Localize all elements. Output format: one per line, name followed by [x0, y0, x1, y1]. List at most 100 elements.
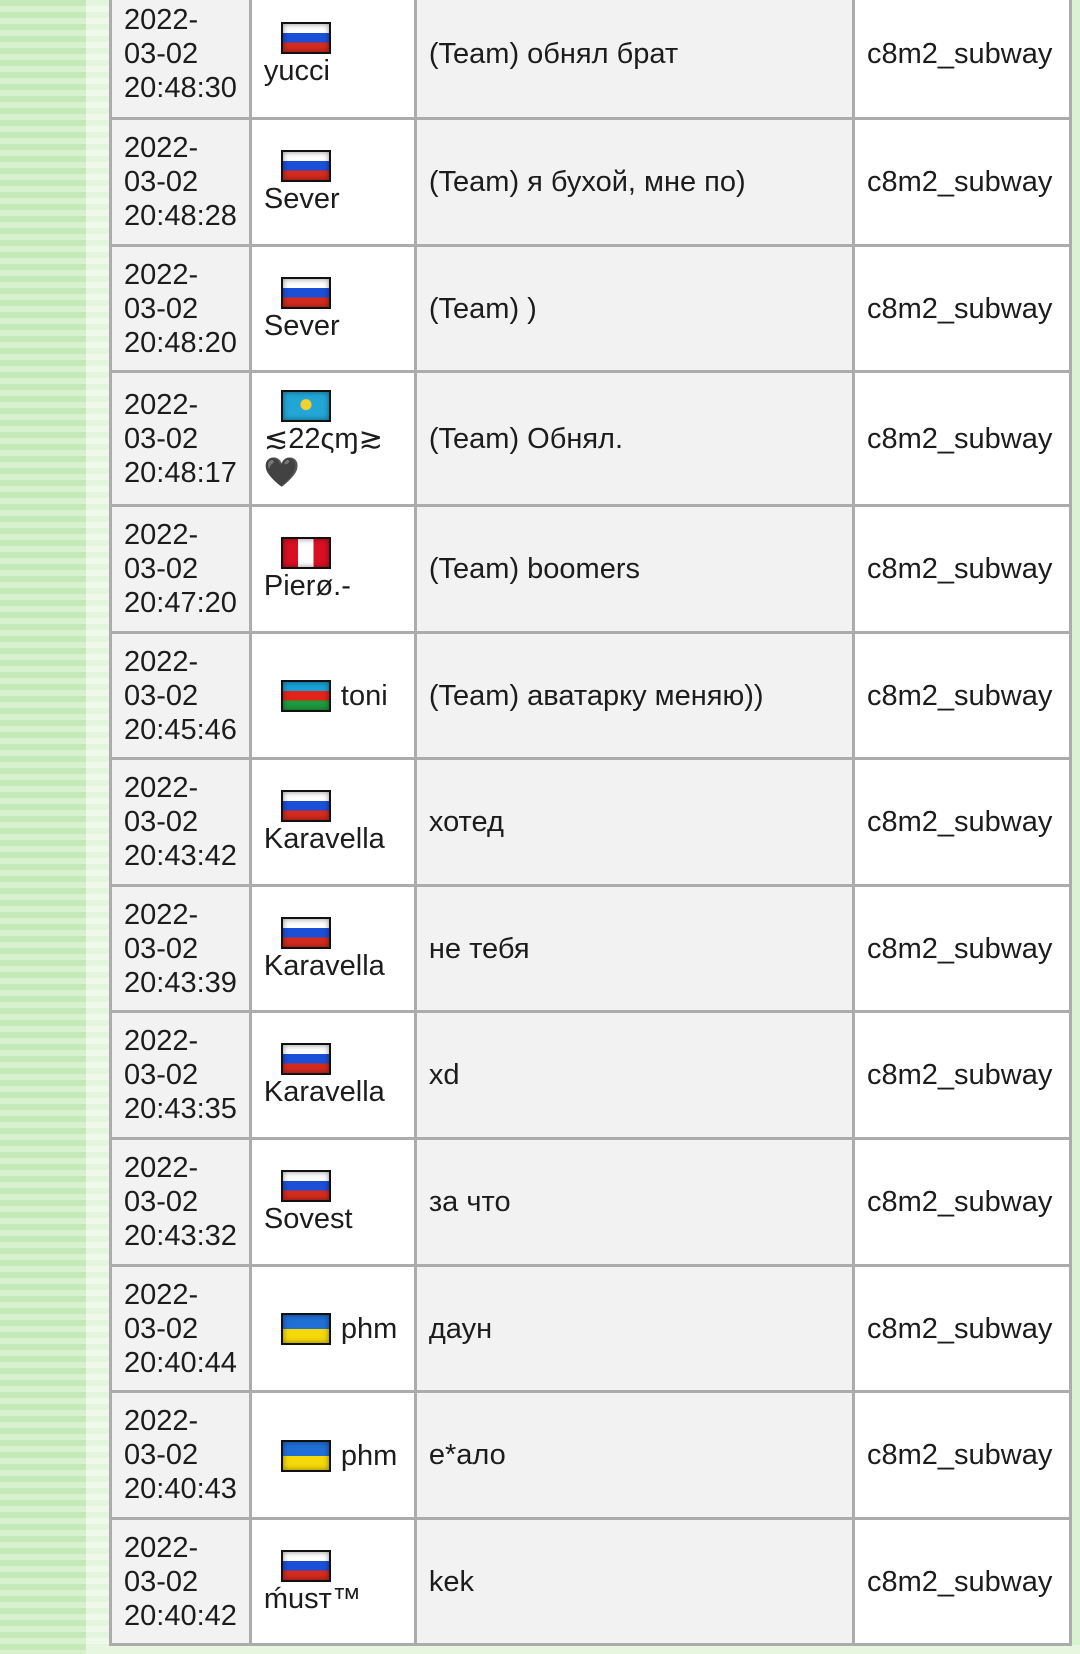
date: 2022-	[124, 1278, 199, 1311]
time: 20:48:20	[124, 326, 237, 359]
message-cell: даун	[413, 1264, 856, 1393]
table-row: 2022- 03-02 20:48:20 Sever (Team) ) c8m2_subw…	[109, 244, 1072, 373]
message-cell: (Team) я бухой, мне по)	[413, 117, 856, 247]
timestamp-cell: 2022- 03-02 20:40:44	[109, 1264, 252, 1393]
map-cell: c8m2_subway	[852, 504, 1072, 634]
time: 20:48:28	[124, 200, 237, 232]
ru-flag-icon	[280, 276, 331, 309]
timestamp-cell: 2022- 03-02 20:40:42	[109, 1517, 252, 1646]
message-cell: (Team) )	[413, 244, 856, 373]
player-cell: Sovest	[248, 1137, 417, 1267]
player-cell: Pierø.-	[248, 504, 417, 634]
day: 03-02	[124, 679, 199, 712]
table-row: 2022- 03-02 20:45:46 toni (Team) аватарку ме…	[109, 631, 1072, 760]
date: 2022-	[124, 132, 199, 164]
date: 2022-	[124, 645, 199, 678]
message-cell: (Team) boomers	[413, 504, 856, 634]
ru-flag-icon	[280, 22, 331, 55]
timestamp-cell: 2022- 03-02 20:43:42	[109, 757, 252, 887]
time: 20:43:32	[124, 1220, 237, 1252]
ua-flag-icon	[280, 1439, 331, 1472]
timestamp-cell: 2022- 03-02 20:45:46	[109, 631, 252, 760]
time: 20:45:46	[124, 713, 237, 746]
timestamp-cell: 2022- 03-02 20:43:32	[109, 1137, 252, 1267]
table-row: 2022- 03-02 20:48:28 Sever (Team) я бухой, м…	[109, 117, 1072, 247]
date: 2022-	[124, 1025, 199, 1057]
ru-flag-icon	[280, 790, 331, 823]
date: 2022-	[124, 772, 199, 804]
map-cell: c8m2_subway	[852, 1010, 1072, 1140]
day: 03-02	[124, 1186, 199, 1218]
day: 03-02	[124, 806, 199, 838]
page-margin-bottom	[86, 1645, 1080, 1654]
player-cell: phm	[248, 1390, 417, 1520]
ru-flag-icon	[280, 1549, 331, 1582]
player-name[interactable]: phm	[340, 1313, 398, 1346]
message-cell: xd	[413, 1010, 856, 1140]
player-name[interactable]: Karavella	[263, 1076, 385, 1109]
player-name[interactable]: phm	[340, 1439, 398, 1472]
player-cell: Karavella	[248, 757, 417, 887]
date: 2022-	[124, 1152, 199, 1184]
time: 20:43:39	[124, 966, 237, 999]
time: 20:48:17	[124, 456, 237, 489]
timestamp-cell: 2022- 03-02 20:43:35	[109, 1010, 252, 1140]
table-row: 2022- 03-02 20:40:44 phm даун c8m2_subway	[109, 1264, 1072, 1393]
message-cell: е*ало	[413, 1390, 856, 1520]
date: 2022-	[124, 1405, 199, 1437]
page-margin	[86, 0, 110, 1654]
time: 20:47:20	[124, 587, 237, 619]
player-name[interactable]: Sever	[263, 183, 340, 216]
player-name[interactable]: Karavella	[263, 823, 385, 856]
map-cell: c8m2_subway	[852, 1137, 1072, 1267]
player-name[interactable]: yucci	[263, 55, 330, 88]
message-cell: за что	[413, 1137, 856, 1267]
day: 03-02	[124, 1059, 199, 1091]
player-name[interactable]: Karavella	[263, 949, 385, 982]
player-cell: Sever	[248, 117, 417, 247]
player-name[interactable]: Sovest	[263, 1203, 353, 1236]
message-cell: не тебя	[413, 884, 856, 1013]
message-cell: (Team) обнял брат	[413, 0, 856, 120]
player-cell: Karavella	[248, 1010, 417, 1140]
table-row: 2022- 03-02 20:43:35 Karavella xd c8m2_subway	[109, 1010, 1072, 1140]
map-cell: c8m2_subway	[852, 117, 1072, 247]
timestamp-cell: 2022- 03-02 20:48:20	[109, 244, 252, 373]
message-cell: kek	[413, 1517, 856, 1646]
timestamp-cell: 2022- 03-02 20:40:43	[109, 1390, 252, 1520]
timestamp-cell: 2022- 03-02 20:47:20	[109, 504, 252, 634]
player-name[interactable]: toni	[340, 680, 388, 713]
map-cell: c8m2_subway	[852, 244, 1072, 373]
message-cell: хотед	[413, 757, 856, 887]
player-name[interactable]: ≲22ςɱ≳ 🖤	[263, 422, 383, 489]
az-flag-icon	[280, 680, 331, 713]
date: 2022-	[124, 1531, 199, 1564]
table-row: 2022- 03-02 20:43:42 Karavella хотед c8m2_sub…	[109, 757, 1072, 887]
day: 03-02	[124, 1312, 199, 1345]
player-cell: Karavella	[248, 884, 417, 1013]
time: 20:40:43	[124, 1473, 237, 1505]
table-row: 2022- 03-02 20:43:39 Karavella не тебя c8m2_s…	[109, 884, 1072, 1013]
time: 20:43:42	[124, 840, 237, 872]
day: 03-02	[124, 38, 199, 70]
player-name[interactable]: ḿusт™	[263, 1582, 361, 1615]
map-cell: c8m2_subway	[852, 884, 1072, 1013]
chat-log-table: 2022- 03-02 20:48:30 yucci (Team) обнял брат…	[109, 0, 1072, 1646]
player-name[interactable]: Sever	[263, 309, 340, 342]
ru-flag-icon	[280, 916, 331, 949]
day: 03-02	[124, 166, 199, 198]
day: 03-02	[124, 292, 199, 325]
date: 2022-	[124, 898, 199, 931]
page-margin-right	[1071, 0, 1080, 1654]
date: 2022-	[124, 4, 199, 36]
player-cell: phm	[248, 1264, 417, 1393]
ua-flag-icon	[280, 1313, 331, 1346]
player-cell: ḿusт™	[248, 1517, 417, 1646]
player-cell: ≲22ςɱ≳ 🖤	[248, 370, 417, 507]
timestamp-cell: 2022- 03-02 20:48:28	[109, 117, 252, 247]
day: 03-02	[124, 1565, 199, 1598]
day: 03-02	[124, 1439, 199, 1471]
table-row: 2022- 03-02 20:40:42 ḿusт™ kek c8m2_subway	[109, 1517, 1072, 1646]
day: 03-02	[124, 932, 199, 965]
player-name[interactable]: Pierø.-	[263, 570, 351, 603]
